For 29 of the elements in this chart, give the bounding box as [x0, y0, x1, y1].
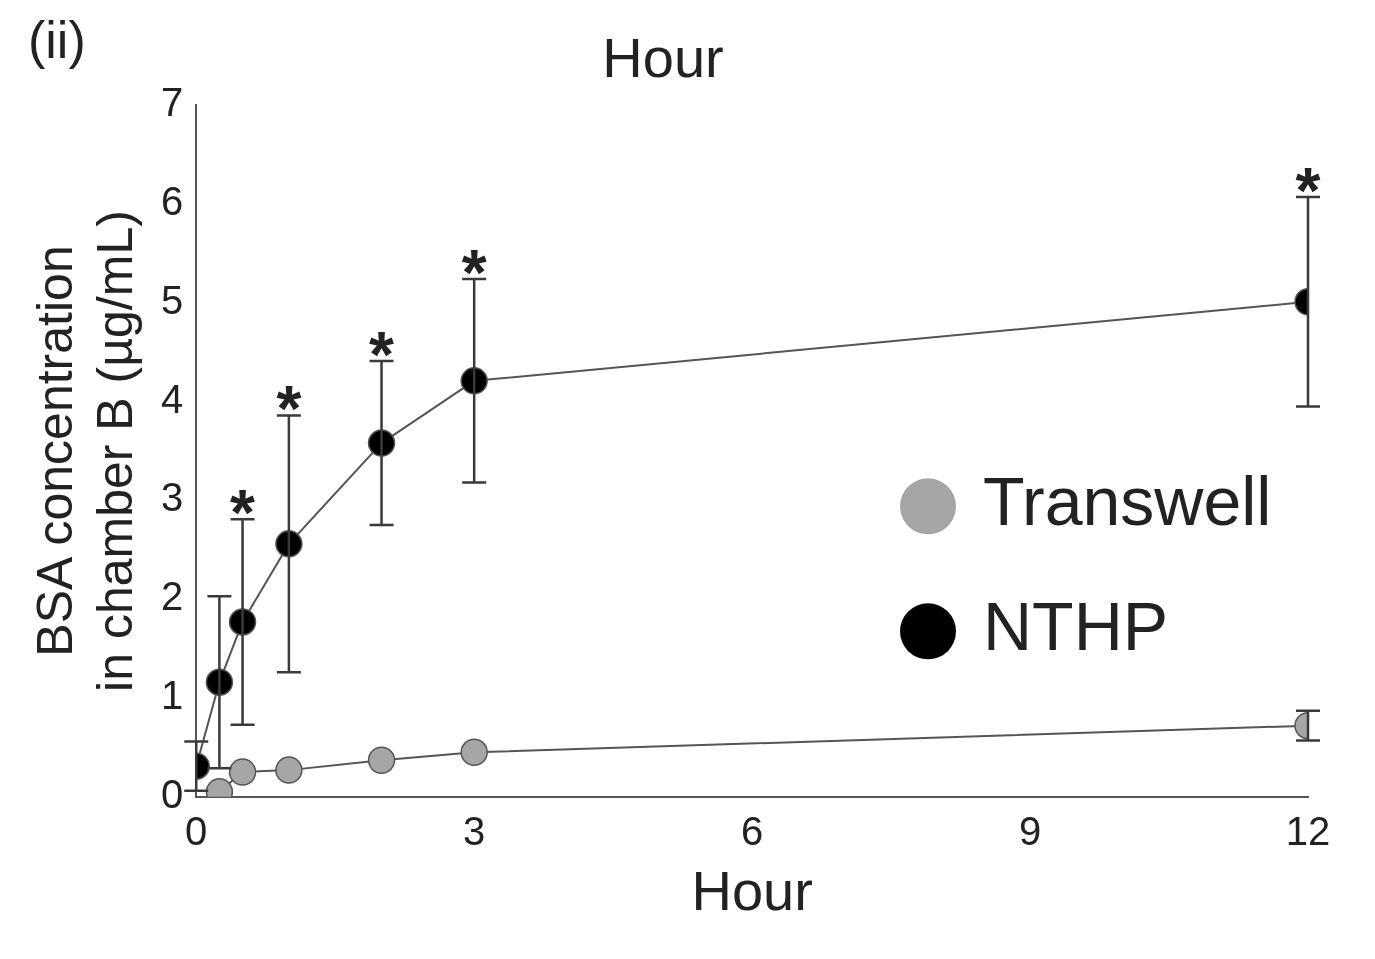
annotation: * [461, 236, 487, 309]
y-tick-label: 5 [161, 277, 184, 322]
x-tick-label: 9 [1018, 808, 1042, 853]
annotation: * [230, 476, 256, 549]
x-tick-label: 3 [463, 808, 486, 853]
chart-title: Hour [602, 26, 724, 90]
y-tick-label: 2 [161, 574, 184, 619]
point [228, 758, 257, 786]
point [275, 530, 303, 558]
y-tick-label: 7 [161, 80, 184, 125]
y-axis-title: BSA concentration in chamber B (µg/mL) [26, 210, 143, 692]
annotation: * [276, 373, 302, 446]
annotation: * [1295, 154, 1321, 227]
y-tick-label: 4 [161, 376, 184, 421]
point [275, 756, 303, 784]
x-tick-label: 12 [1285, 808, 1331, 853]
x-axis-title: Hour [691, 858, 813, 922]
legend-label: Transwell [983, 463, 1272, 540]
y-tick-label: 3 [161, 475, 184, 520]
y-tick-label: 0 [161, 771, 184, 816]
y-tick-label: 6 [161, 179, 184, 224]
text: (ii) [28, 11, 86, 70]
legend-label: NTHP [983, 588, 1169, 665]
point [460, 738, 488, 767]
y-tick-label: 1 [161, 673, 184, 718]
point [367, 746, 396, 774]
annotation: * [369, 318, 395, 391]
point [460, 367, 488, 395]
x-tick-label: 6 [741, 808, 764, 853]
